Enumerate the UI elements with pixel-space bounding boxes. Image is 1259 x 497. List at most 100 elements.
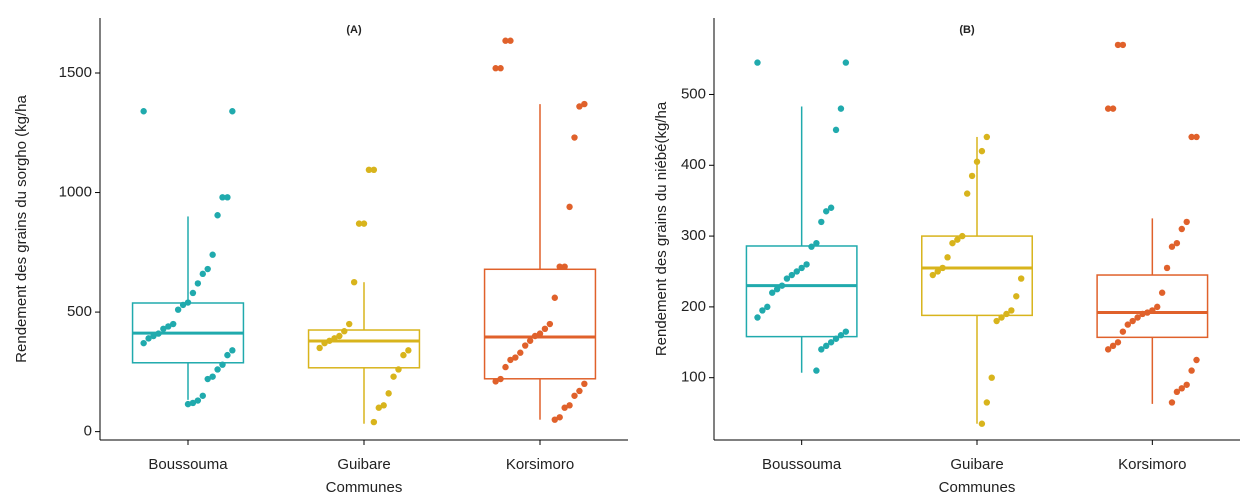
point xyxy=(331,335,338,342)
point xyxy=(949,239,956,247)
point xyxy=(405,347,412,354)
point xyxy=(1008,307,1015,314)
point xyxy=(189,289,197,297)
y-tick-label: 1500 xyxy=(59,64,92,81)
point xyxy=(341,328,348,335)
point xyxy=(1139,310,1146,318)
point xyxy=(929,271,937,279)
point xyxy=(224,351,231,359)
x-axis-label: Communes xyxy=(939,479,1016,496)
point xyxy=(155,330,162,337)
point xyxy=(145,335,152,342)
point xyxy=(194,397,202,404)
point xyxy=(214,212,221,219)
point xyxy=(204,375,211,383)
point xyxy=(1183,218,1190,226)
point xyxy=(983,133,991,141)
point xyxy=(934,268,941,275)
point xyxy=(507,37,514,44)
point xyxy=(1158,289,1166,296)
point xyxy=(370,418,378,426)
point xyxy=(140,339,147,347)
point xyxy=(214,366,221,373)
point xyxy=(1104,346,1112,353)
point xyxy=(837,332,845,339)
point xyxy=(1017,275,1025,282)
x-tick-label: Korsimoro xyxy=(506,456,574,473)
point xyxy=(497,375,504,383)
point xyxy=(764,303,771,311)
point xyxy=(939,264,946,272)
point xyxy=(551,416,558,423)
point xyxy=(522,342,529,349)
x-tick-label: Boussouma xyxy=(148,456,228,473)
point xyxy=(944,254,951,261)
point xyxy=(492,65,499,72)
point xyxy=(536,330,544,337)
point xyxy=(1178,385,1185,392)
point xyxy=(978,147,986,155)
point xyxy=(793,268,800,275)
point xyxy=(754,59,761,66)
point xyxy=(983,399,991,406)
point xyxy=(189,399,197,407)
point xyxy=(959,232,966,240)
point xyxy=(140,108,147,115)
point xyxy=(209,251,216,258)
point xyxy=(556,263,563,270)
point xyxy=(497,65,504,72)
point xyxy=(1193,356,1200,364)
point xyxy=(998,314,1005,321)
point xyxy=(1173,388,1181,396)
box xyxy=(307,329,421,369)
point xyxy=(1109,342,1117,350)
x-tick-label: Guibare xyxy=(337,456,390,473)
point xyxy=(832,126,840,134)
point xyxy=(818,346,825,353)
point xyxy=(365,166,373,174)
y-axis-label: Rendement des grains du niébé(kg/ha xyxy=(653,101,670,356)
point xyxy=(1144,309,1151,316)
point xyxy=(199,270,206,278)
point xyxy=(978,420,986,427)
point xyxy=(813,239,820,247)
point xyxy=(517,349,524,356)
y-tick-label: 400 xyxy=(681,156,706,173)
point xyxy=(174,306,182,313)
point xyxy=(798,264,805,272)
point xyxy=(818,218,825,226)
point xyxy=(390,373,397,380)
point xyxy=(754,314,761,321)
point xyxy=(170,320,177,328)
point xyxy=(316,344,323,352)
panel-title: (B) xyxy=(959,24,975,36)
point xyxy=(1109,105,1117,112)
point xyxy=(1178,225,1185,233)
y-tick-label: 100 xyxy=(681,369,706,386)
box xyxy=(1096,274,1209,339)
point xyxy=(492,378,499,385)
y-tick-label: 500 xyxy=(67,303,92,320)
y-tick-label: 500 xyxy=(681,85,706,102)
point xyxy=(165,323,172,330)
point xyxy=(219,361,226,368)
point xyxy=(360,220,368,227)
point xyxy=(561,404,568,411)
point xyxy=(1149,307,1156,314)
point xyxy=(209,373,216,380)
point xyxy=(566,203,573,211)
x-tick-label: Korsimoro xyxy=(1118,456,1186,473)
point xyxy=(1188,133,1195,141)
point xyxy=(1134,314,1141,321)
point xyxy=(561,263,568,270)
point xyxy=(1114,339,1122,346)
point xyxy=(375,404,382,411)
point xyxy=(576,103,583,110)
point xyxy=(823,208,830,215)
point xyxy=(571,392,578,399)
point xyxy=(973,158,981,165)
y-tick-label: 1000 xyxy=(59,184,92,201)
point xyxy=(179,301,187,309)
point xyxy=(321,339,328,347)
point xyxy=(546,320,554,328)
